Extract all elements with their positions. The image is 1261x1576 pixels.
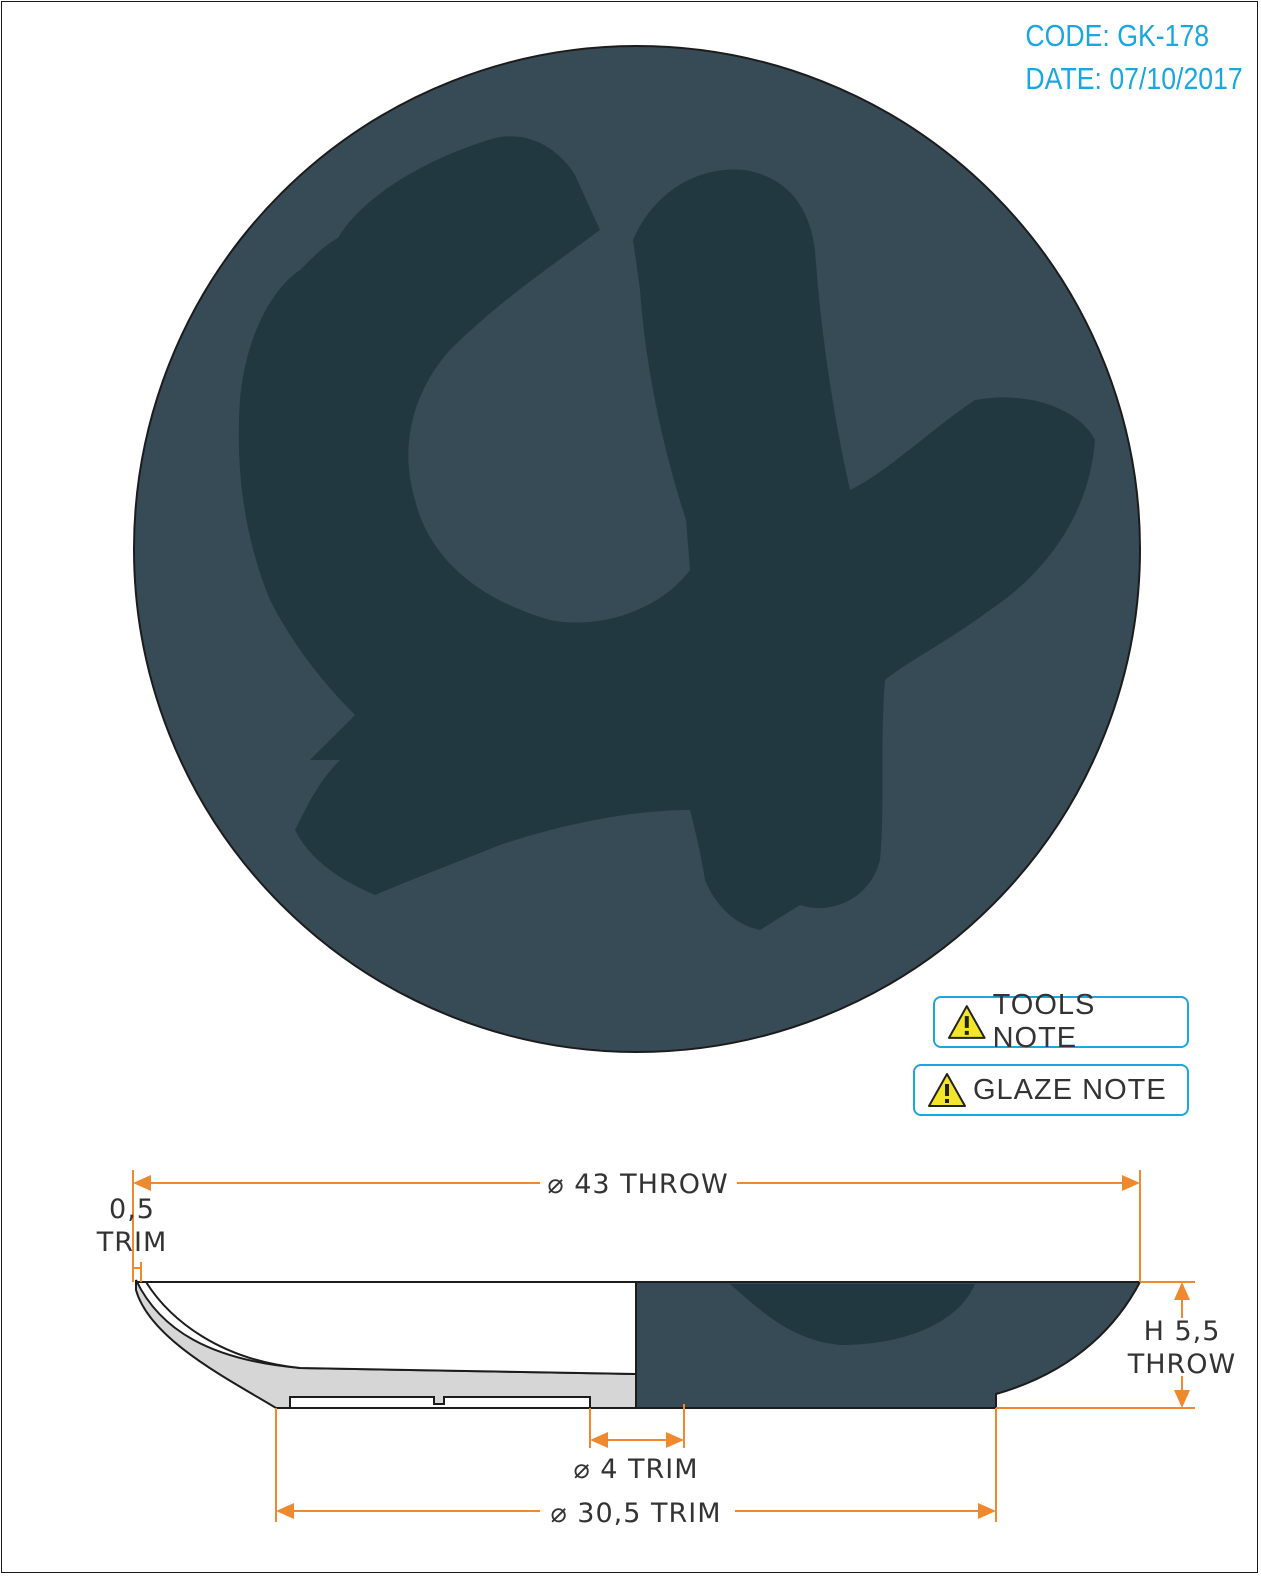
dimension-lines (132, 1170, 1195, 1522)
height-value: H 5,5 (1144, 1316, 1221, 1347)
title-block: CODE: GK-178 DATE: 07/10/2017 (1026, 14, 1243, 100)
date-label: DATE: 07/10/2017 (1025, 61, 1243, 96)
section-interior (144, 1281, 637, 1376)
glazed-brush-mark (730, 1284, 975, 1345)
outer-diameter-label: ⌀ 43 THROW (547, 1169, 728, 1200)
foot-diameter-label: ⌀ 30,5 TRIM (550, 1498, 721, 1529)
glaze-note-label: GLAZE NOTE (973, 1073, 1167, 1106)
height-label: THROW (1127, 1349, 1237, 1380)
brush-glyph (238, 136, 1095, 930)
tools-note-button[interactable]: TOOLS NOTE (933, 989, 1189, 1054)
glaze-note-button[interactable]: GLAZE NOTE (913, 1064, 1189, 1116)
top-view (133, 45, 1141, 1053)
warning-triangle-icon (928, 1073, 966, 1107)
rim-trim-value: 0,5 (109, 1194, 155, 1225)
inner-foot-label: ⌀ 4 TRIM (573, 1454, 698, 1485)
foot-ring (289, 1396, 591, 1409)
warning-triangle-icon (947, 1005, 986, 1039)
dimension-arrows (133, 1175, 1190, 1519)
rim-trim-label: TRIM (96, 1227, 168, 1258)
glazed-exterior (635, 1281, 1142, 1409)
side-view (135, 1279, 1142, 1409)
dimension-labels: ⌀ 43 THROW 0,5 TRIM H 5,5 THROW ⌀ 4 TRIM… (96, 1169, 1237, 1529)
code-label: CODE: GK-178 (1025, 18, 1210, 53)
tools-note-label: TOOLS NOTE (992, 989, 1096, 1054)
